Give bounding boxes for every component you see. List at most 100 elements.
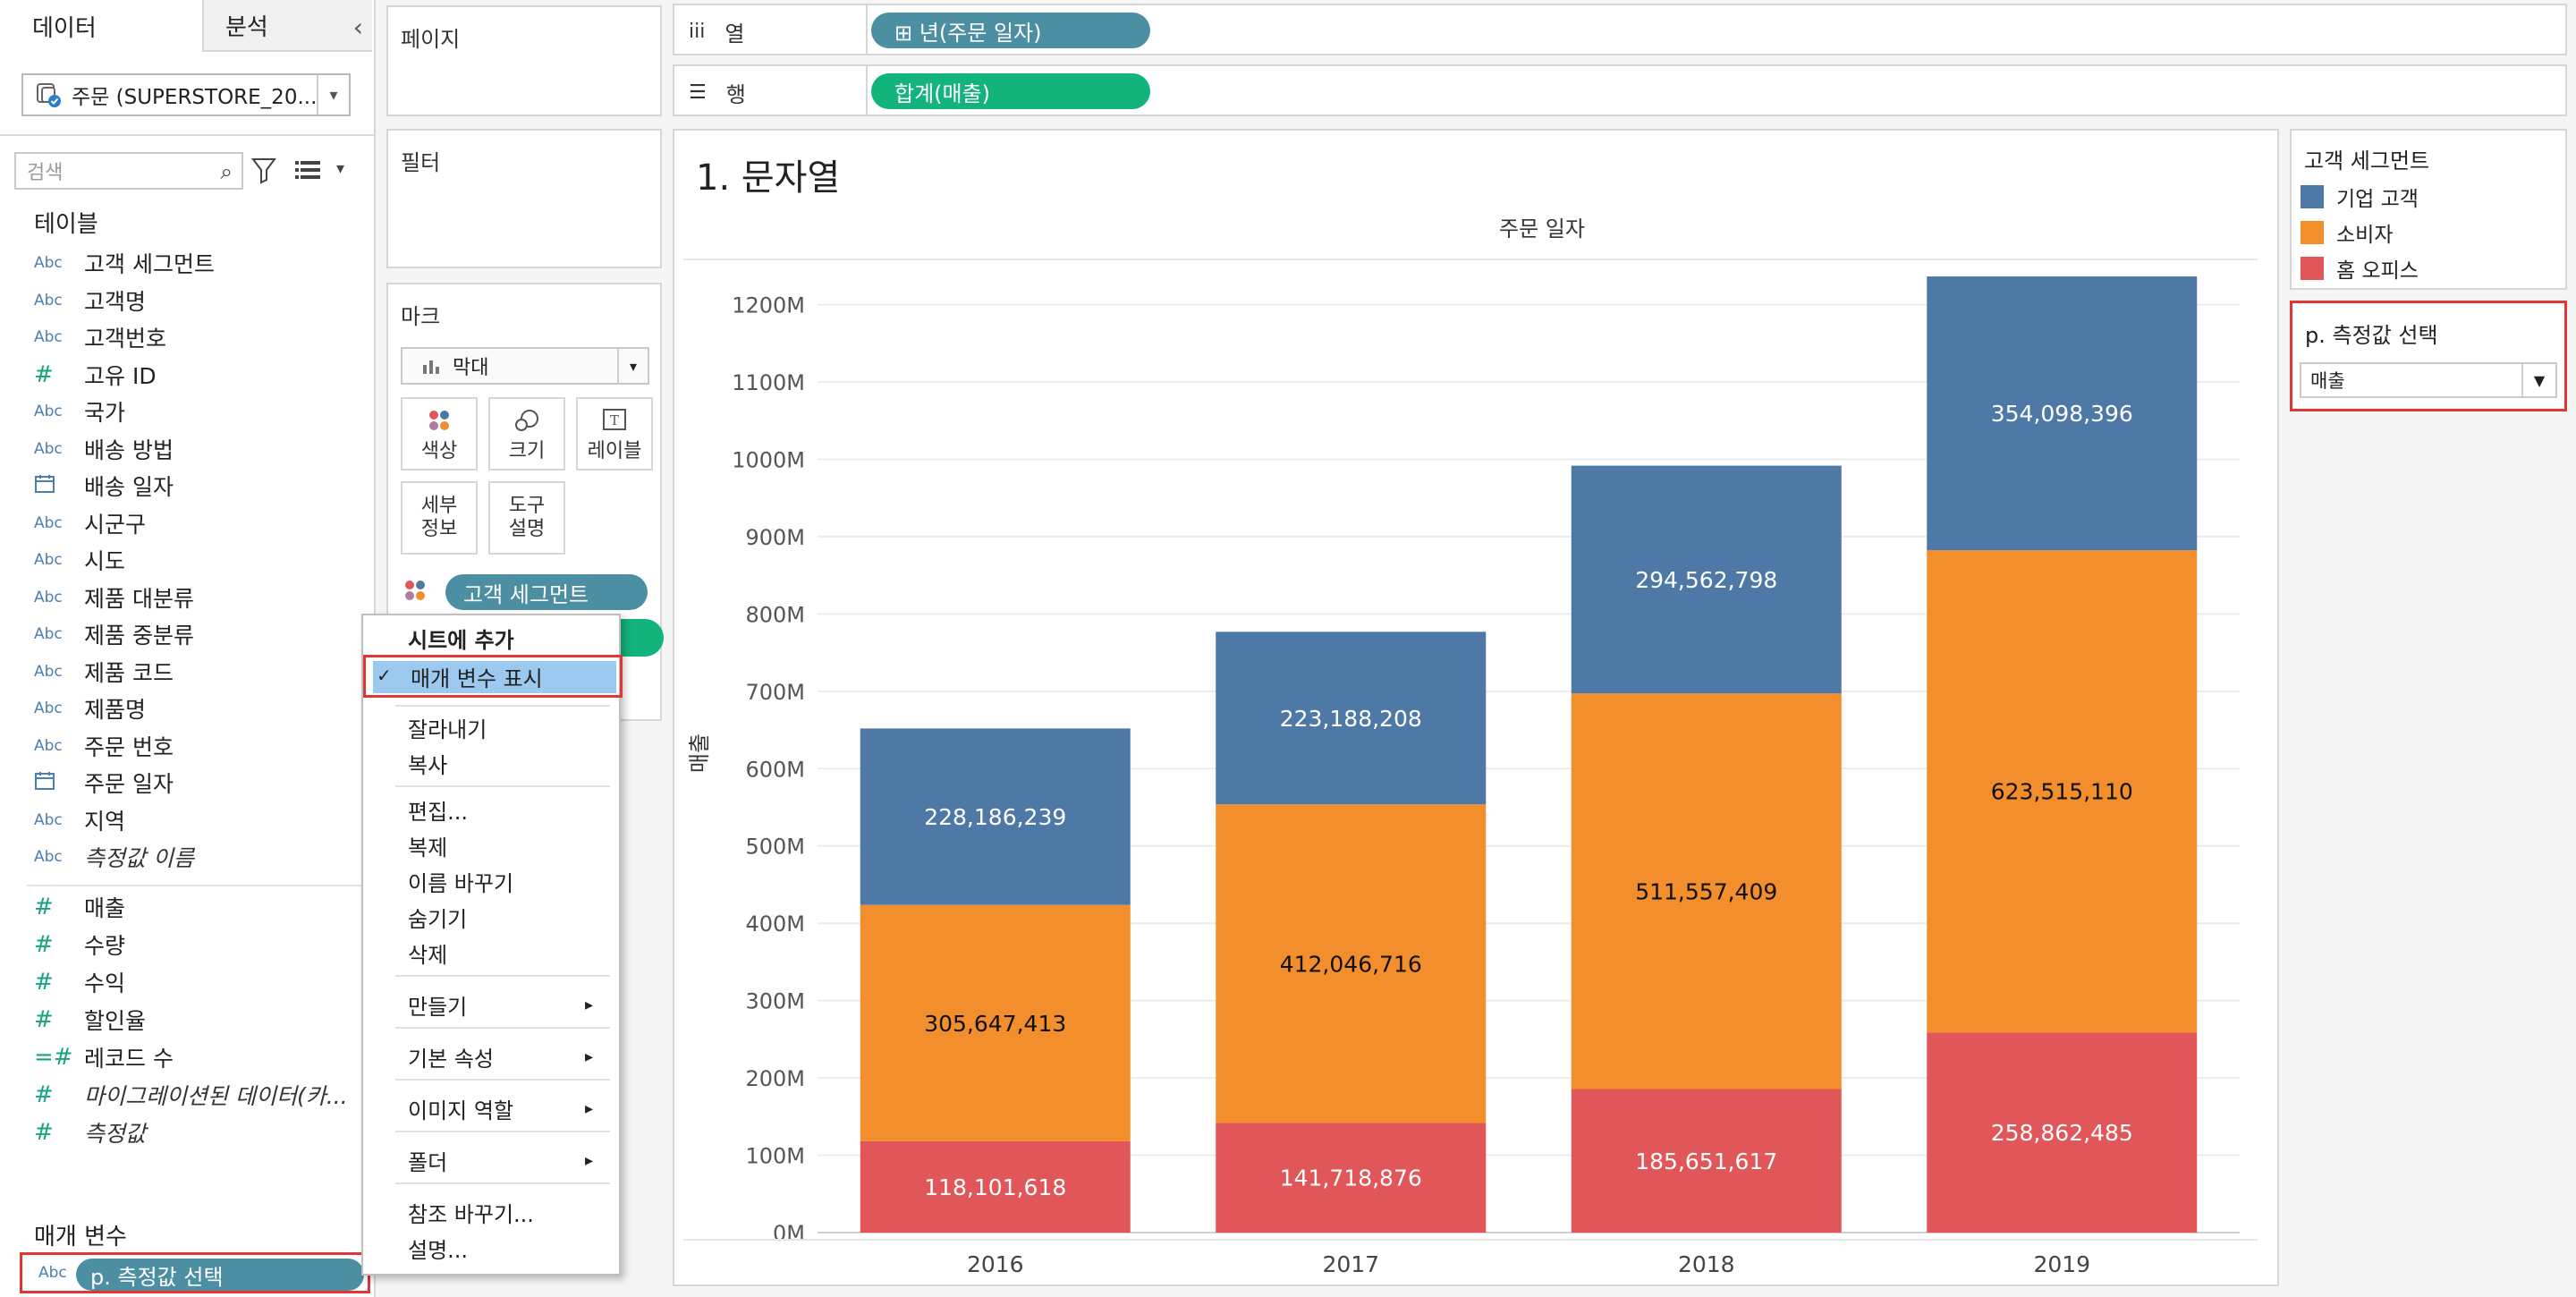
field-item[interactable]: =# 레코드 수: [34, 1039, 174, 1075]
columns-label: 열: [724, 21, 745, 47]
field-label: 배송 방법: [84, 437, 174, 463]
field-item[interactable]: # 측정값: [34, 1115, 146, 1150]
menu-item-edit[interactable]: 편집...: [408, 799, 469, 825]
mark-type-select[interactable]: 막대 ▾: [401, 347, 649, 385]
field-item[interactable]: Abc 시도: [34, 542, 125, 578]
chevron-down-icon[interactable]: ▾: [617, 349, 648, 383]
collapse-pane-icon[interactable]: ‹: [352, 13, 363, 42]
label-button[interactable]: T 레이블: [576, 397, 653, 470]
menu-item-copy[interactable]: 복사: [408, 752, 448, 778]
parameter-field-highlight[interactable]: Abc p. 측정값 선택: [20, 1252, 370, 1293]
search-placeholder: 검색: [27, 162, 64, 184]
field-label: 레코드 수: [84, 1046, 174, 1072]
y-tick-label: 200M: [745, 1066, 805, 1091]
legend-item[interactable]: 기업 고객: [2301, 181, 2419, 213]
rows-shelf[interactable]: ☰ 행 합계(매출): [673, 64, 2567, 116]
field-item[interactable]: # 고유 ID: [34, 357, 157, 393]
field-item[interactable]: Abc 시군구: [34, 505, 146, 541]
field-item[interactable]: # 수익: [34, 964, 125, 1000]
columns-shelf-label: iii 열: [689, 16, 744, 47]
legend-item[interactable]: 소비자: [2301, 216, 2393, 249]
field-item[interactable]: # 할인율: [34, 1002, 146, 1038]
field-item[interactable]: Abc 고객번호: [34, 319, 166, 355]
filters-card[interactable]: 필터: [386, 129, 662, 268]
search-input[interactable]: 검색 ⌕: [14, 152, 243, 190]
legend-item[interactable]: 홈 오피스: [2301, 252, 2419, 284]
menu-item-image-role[interactable]: 이미지 역할 ▸: [408, 1091, 593, 1125]
submenu-arrow-icon: ▸: [585, 1047, 594, 1066]
menu-item-cut[interactable]: 잘라내기: [408, 716, 487, 742]
pages-card[interactable]: 페이지: [386, 5, 662, 116]
datasource-label: 주문 (SUPERSTORE_20...: [72, 86, 318, 109]
color-dots-icon: [402, 578, 428, 606]
column-pill[interactable]: ⊞ 년(주문 일자): [871, 13, 1150, 48]
color-button[interactable]: 색상: [401, 397, 478, 470]
chevron-down-icon[interactable]: ▾: [336, 159, 345, 178]
field-item[interactable]: Abc 지역: [34, 802, 125, 838]
menu-item-describe[interactable]: 설명...: [408, 1237, 469, 1263]
bar-segment: [1216, 804, 1487, 1123]
list-view-icon[interactable]: [293, 157, 324, 182]
menu-item-highlight: [373, 661, 616, 693]
segment-pill[interactable]: 고객 세그먼트: [445, 574, 648, 610]
menu-item-label: 기본 속성: [408, 1046, 494, 1072]
legend-item-label: 소비자: [2336, 224, 2394, 247]
row-pill[interactable]: 합계(매출): [871, 73, 1150, 109]
tab-analysis[interactable]: 분석 ‹: [202, 0, 372, 52]
field-item[interactable]: Abc 국가: [34, 394, 125, 429]
field-item[interactable]: Abc 제품 코드: [34, 654, 174, 690]
field-item[interactable]: Abc 측정값 이름: [34, 839, 194, 875]
field-item[interactable]: Abc 제품 대분류: [34, 580, 194, 615]
field-item[interactable]: Abc 고객명: [34, 283, 146, 318]
menu-separator: [395, 1027, 610, 1029]
field-label: 국가: [84, 400, 126, 426]
marks-color-field[interactable]: 고객 세그먼트: [401, 572, 660, 612]
menu-separator: [395, 1131, 610, 1132]
menu-item-show-parameter[interactable]: ✓ 매개 변수 표시: [363, 655, 623, 698]
field-label: 주문 번호: [84, 733, 174, 760]
field-item[interactable]: 주문 일자: [34, 765, 174, 801]
field-item[interactable]: 배송 일자: [34, 468, 174, 504]
field-item[interactable]: Abc 제품 중분류: [34, 616, 194, 652]
menu-item-delete[interactable]: 삭제: [408, 942, 448, 968]
filter-icon[interactable]: [250, 156, 277, 184]
size-button[interactable]: 크기: [488, 397, 565, 470]
string-type-icon: Abc: [34, 328, 63, 346]
parameter-select[interactable]: 매출 ▼: [2300, 362, 2557, 398]
menu-item-create[interactable]: 만들기 ▸: [408, 988, 593, 1021]
field-label: 고유 ID: [84, 362, 157, 389]
chevron-down-icon[interactable]: ▾: [317, 75, 349, 114]
menu-item-default-properties[interactable]: 기본 속성 ▸: [408, 1039, 593, 1073]
field-item[interactable]: # 마이그레이션된 데이터(카...: [34, 1077, 348, 1113]
field-item[interactable]: Abc 주문 번호: [34, 728, 174, 764]
bar-segment: [1927, 1032, 2198, 1233]
parameter-pill[interactable]: p. 측정값 선택: [76, 1259, 364, 1291]
menu-header-add-to-sheet[interactable]: 시트에 추가: [408, 627, 514, 653]
menu-item-duplicate[interactable]: 복제: [408, 835, 448, 860]
number-type-icon: #: [34, 969, 54, 996]
menu-item-folder[interactable]: 폴더 ▸: [408, 1143, 593, 1177]
field-item[interactable]: # 매출: [34, 889, 125, 925]
menu-item-rename[interactable]: 이름 바꾸기: [408, 870, 514, 896]
field-item[interactable]: # 수량: [34, 927, 125, 962]
field-item[interactable]: Abc 배송 방법: [34, 431, 174, 467]
number-type-icon: #: [34, 1081, 54, 1108]
detail-button[interactable]: 세부 정보: [401, 481, 478, 555]
field-item[interactable]: Abc 제품명: [34, 691, 146, 726]
datasource-select[interactable]: 주문 (SUPERSTORE_20... ▾: [21, 73, 351, 116]
chevron-down-icon[interactable]: ▼: [2521, 364, 2555, 396]
field-item[interactable]: Abc 고객 세그먼트: [34, 245, 215, 281]
x-tick-label: 2019: [2033, 1251, 2090, 1277]
rows-label: 행: [725, 82, 746, 107]
tab-analysis-label: 분석: [225, 13, 268, 41]
submenu-arrow-icon: ▸: [585, 995, 594, 1014]
y-tick-label: 800M: [745, 602, 805, 627]
tab-data[interactable]: 데이터: [0, 0, 202, 52]
menu-item-hide[interactable]: 숨기기: [408, 906, 468, 932]
string-type-icon: Abc: [34, 403, 63, 420]
columns-shelf[interactable]: iii 열 ⊞ 년(주문 일자): [673, 4, 2567, 55]
tooltip-button[interactable]: 도구 설명: [488, 481, 565, 555]
label-measure-pill[interactable]: [617, 619, 664, 657]
menu-item-replace-references[interactable]: 참조 바꾸기...: [408, 1201, 534, 1227]
columns-icon: iii: [689, 21, 706, 43]
